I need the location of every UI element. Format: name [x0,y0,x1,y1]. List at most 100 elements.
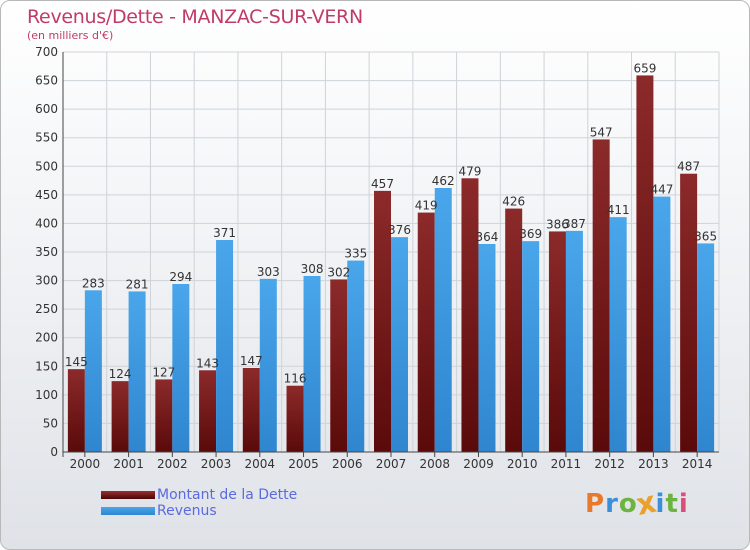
data-label-revenus: 283 [82,276,105,290]
x-tick-label: 2008 [419,457,450,471]
y-tick-label: 150 [35,359,58,373]
y-tick-label: 600 [35,102,58,116]
bar-dette [199,370,217,452]
legend-swatch-dette [101,491,155,499]
x-tick-label: 2000 [70,457,101,471]
x-tick-label: 2005 [288,457,319,471]
data-label-dette: 659 [633,61,656,75]
data-label-dette: 124 [109,367,132,381]
bar-dette [461,178,479,453]
data-label-dette: 487 [677,160,700,174]
bar-revenus [259,278,277,452]
y-tick-label: 700 [35,45,58,59]
x-tick-label: 2006 [332,457,363,471]
x-tick-label: 2013 [638,457,669,471]
bar-revenus [609,217,627,452]
bar-dette [67,369,85,452]
bar-revenus [565,230,583,452]
data-label-revenus: 281 [126,277,149,291]
data-label-dette: 457 [371,177,394,191]
data-label-revenus: 335 [344,247,367,261]
bar-dette [111,381,129,452]
y-tick-label: 650 [35,74,58,88]
x-tick-label: 2012 [594,457,625,471]
y-tick-label: 200 [35,331,58,345]
legend-label-revenus: Revenus [157,503,217,519]
y-tick-label: 50 [43,416,58,430]
x-tick-label: 2007 [376,457,407,471]
data-label-revenus: 365 [694,229,717,243]
data-label-dette: 386 [546,217,569,231]
bar-dette [505,208,523,452]
bar-revenus [172,284,190,452]
y-tick-label: 350 [35,245,58,259]
legend-swatch-revenus [101,507,155,515]
bar-revenus [303,276,321,452]
data-label-revenus: 447 [650,183,673,197]
x-tick-label: 2009 [463,457,494,471]
bar-dette [155,379,173,452]
data-label-revenus: 371 [213,226,236,240]
logo-letter: i [678,489,689,519]
bar-revenus [697,243,715,452]
y-tick-label: 400 [35,216,58,230]
bar-dette [548,231,566,452]
legend-item-dette: Montant de la Dette [101,487,297,503]
bar-revenus [84,290,102,452]
bar-dette [417,212,435,452]
y-tick-label: 0 [50,445,58,459]
y-tick-label: 450 [35,188,58,202]
data-label-dette: 479 [459,164,482,178]
bar-revenus [478,244,496,452]
bar-revenus [347,260,365,452]
x-tick-label: 2010 [507,457,538,471]
x-tick-label: 2001 [113,457,144,471]
data-label-revenus: 462 [432,174,455,188]
bar-dette [374,190,391,452]
data-label-revenus: 364 [476,230,499,244]
proxiti-logo: Proxiti [585,485,689,523]
data-label-dette: 116 [284,372,307,386]
x-tick-label: 2002 [157,457,188,471]
data-label-revenus: 387 [563,217,586,231]
logo-letter: i [655,489,666,519]
bar-revenus [522,241,540,452]
data-label-dette: 127 [152,365,175,379]
chart-title: Revenus/Dette - MANZAC-SUR-VERN [27,6,363,28]
data-label-revenus: 308 [301,262,324,276]
x-tick-label: 2003 [201,457,232,471]
bar-revenus [216,240,234,452]
legend-item-revenus: Revenus [101,503,297,519]
logo-letter: o [618,489,638,519]
data-label-revenus: 294 [169,270,192,284]
bar-dette [330,279,348,452]
x-tick-label: 2011 [551,457,582,471]
x-tick-label: 2004 [245,457,276,471]
y-tick-label: 550 [35,131,58,145]
logo-letter: r [605,489,619,519]
data-label-dette: 145 [65,355,88,369]
bar-revenus [128,291,146,452]
bar-revenus [434,188,452,452]
x-tick-label: 2014 [682,457,713,471]
bar-dette [242,368,260,452]
data-label-revenus: 376 [388,223,411,237]
data-label-dette: 147 [240,354,263,368]
logo-letter: P [585,489,606,519]
bar-dette [636,75,654,452]
logo-letter: t [665,489,679,519]
bar-dette [680,173,698,452]
bar-dette [592,139,610,452]
y-tick-label: 500 [35,159,58,173]
data-label-dette: 302 [327,265,350,279]
data-label-dette: 426 [502,195,525,209]
y-tick-label: 250 [35,302,58,316]
data-label-revenus: 303 [257,265,280,279]
chart-legend: Montant de la Dette Revenus [101,487,297,519]
y-tick-label: 300 [35,274,58,288]
y-tick-label: 100 [35,388,58,402]
legend-label-dette: Montant de la Dette [157,487,298,503]
bar-dette [286,385,304,452]
